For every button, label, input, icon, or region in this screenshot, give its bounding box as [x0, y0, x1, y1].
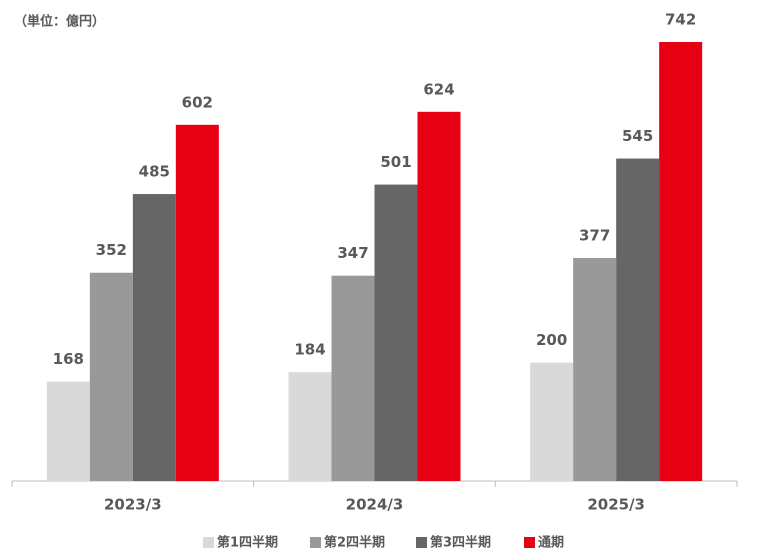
bar — [89, 272, 133, 481]
legend-swatch — [203, 537, 214, 548]
legend-label: 第2四半期 — [324, 535, 385, 551]
value-label: 168 — [53, 350, 84, 368]
legend-swatch — [310, 537, 321, 548]
x-tick-label: 2023/3 — [104, 496, 162, 514]
bar — [132, 194, 176, 482]
value-label: 184 — [294, 341, 325, 359]
value-label: 352 — [96, 241, 127, 259]
value-label: 602 — [182, 93, 213, 111]
legend-swatch — [416, 537, 427, 548]
bar — [374, 184, 418, 482]
bar — [417, 111, 461, 481]
value-label: 545 — [622, 127, 653, 145]
bar — [331, 275, 375, 481]
bar — [288, 372, 332, 481]
value-label: 200 — [536, 331, 567, 349]
value-label: 485 — [139, 163, 170, 181]
value-label: 501 — [380, 153, 411, 171]
value-label: 377 — [579, 226, 610, 244]
value-label: 624 — [423, 80, 454, 98]
bar — [659, 42, 703, 481]
bar — [616, 158, 660, 482]
x-tick-label: 2024/3 — [346, 496, 404, 514]
bar — [175, 124, 219, 481]
legend-label: 通期 — [538, 535, 564, 551]
legend-label: 第3四半期 — [430, 535, 491, 551]
value-label: 742 — [665, 11, 696, 29]
bar — [573, 257, 617, 481]
legend-label: 第1四半期 — [217, 535, 278, 551]
legend-swatch — [524, 537, 535, 548]
bar — [530, 362, 574, 481]
unit-label: （単位：億円） — [14, 14, 105, 30]
x-tick-label: 2025/3 — [587, 496, 645, 514]
value-label: 347 — [337, 244, 368, 262]
bar — [46, 381, 90, 481]
